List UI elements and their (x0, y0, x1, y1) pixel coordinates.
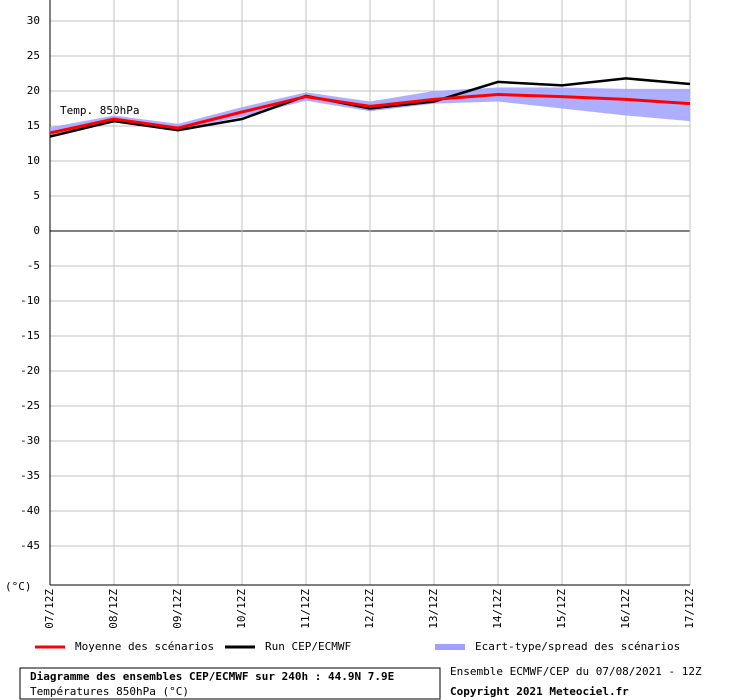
x-tick-label: 11/12Z (299, 589, 312, 629)
x-tick-label: 15/12Z (555, 589, 568, 629)
y-tick-label: 25 (27, 49, 40, 62)
x-tick-label: 08/12Z (107, 589, 120, 629)
x-tick-label: 17/12Z (683, 589, 696, 629)
y-tick-label: -15 (20, 329, 40, 342)
y-tick-label: 20 (27, 84, 40, 97)
y-tick-label: -5 (27, 259, 40, 272)
legend-label: Run CEP/ECMWF (265, 640, 351, 653)
y-tick-label: 30 (27, 14, 40, 27)
y-tick-label: -45 (20, 539, 40, 552)
y-tick-label: 0 (33, 224, 40, 237)
x-tick-label: 09/12Z (171, 589, 184, 629)
y-tick-label: 5 (33, 189, 40, 202)
y-tick-label: -20 (20, 364, 40, 377)
y-tick-label: -10 (20, 294, 40, 307)
y-unit: (°C) (5, 580, 32, 593)
y-tick-label: -40 (20, 504, 40, 517)
x-tick-label: 10/12Z (235, 589, 248, 629)
x-tick-label: 14/12Z (491, 589, 504, 629)
series-line (49, 92, 691, 135)
chart-title: Diagramme des ensembles CEP/ECMWF sur 24… (30, 670, 394, 683)
x-tick-label: 16/12Z (619, 589, 632, 629)
spread-band (50, 87, 690, 135)
title-box (19, 667, 441, 700)
y-tick-label: 15 (27, 119, 40, 132)
y-tick-label: -25 (20, 399, 40, 412)
series-line (49, 77, 691, 138)
copyright: Copyright 2021 Meteociel.fr (450, 685, 629, 698)
subtitle: Températures 850hPa (°C) (30, 685, 189, 698)
annotation: Temp. 850hPa (60, 104, 139, 117)
x-tick-label: 07/12Z (43, 589, 56, 629)
y-tick-label: -35 (20, 469, 40, 482)
legend-label: Ecart-type/spread des scénarios (475, 640, 680, 653)
x-tick-label: 13/12Z (427, 589, 440, 629)
y-tick-label: 10 (27, 154, 40, 167)
x-tick-label: 12/12Z (363, 589, 376, 629)
legend-label: Moyenne des scénarios (75, 640, 214, 653)
y-tick-label: -30 (20, 434, 40, 447)
source: Ensemble ECMWF/CEP du 07/08/2021 - 12Z (450, 665, 702, 678)
